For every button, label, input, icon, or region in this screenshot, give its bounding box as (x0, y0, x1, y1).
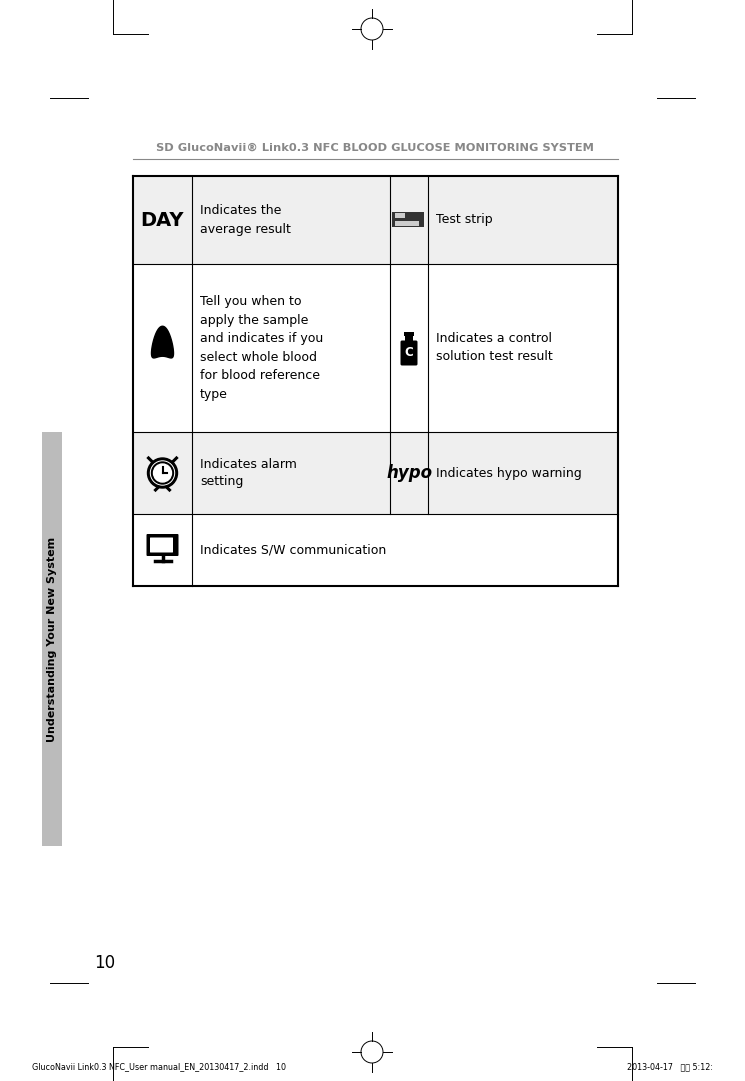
Circle shape (151, 462, 174, 484)
Text: hypo: hypo (386, 464, 432, 482)
Text: 10: 10 (95, 955, 115, 972)
Bar (392, 212, 424, 227)
Text: GlucoNavii Link0.3 NFC_User manual_EN_20130417_2.indd   10: GlucoNavii Link0.3 NFC_User manual_EN_20… (32, 1063, 286, 1071)
Bar (395, 221, 419, 226)
Circle shape (148, 458, 177, 488)
FancyBboxPatch shape (401, 341, 417, 365)
Bar (133, 432, 618, 513)
Polygon shape (151, 326, 174, 358)
Bar (42, 432, 62, 846)
Text: Tell you when to
apply the sample
and indicates if you
select whole blood
for bl: Tell you when to apply the sample and in… (200, 295, 323, 401)
Bar (405, 335, 413, 343)
Circle shape (150, 461, 174, 485)
Text: Indicates the
average result: Indicates the average result (200, 204, 291, 236)
Bar (404, 332, 414, 336)
Text: Indicates a control
solution test result: Indicates a control solution test result (436, 333, 553, 363)
Bar (133, 176, 618, 264)
Circle shape (153, 464, 171, 482)
Text: 2013-04-17   오후 5:12:: 2013-04-17 오후 5:12: (627, 1063, 713, 1071)
Bar (395, 213, 405, 218)
FancyBboxPatch shape (150, 537, 173, 552)
FancyBboxPatch shape (147, 534, 179, 556)
Text: Indicates S/W communication: Indicates S/W communication (200, 544, 386, 557)
Text: Test strip: Test strip (436, 214, 492, 227)
Text: DAY: DAY (141, 211, 184, 229)
Text: Understanding Your New System: Understanding Your New System (47, 536, 57, 742)
Text: SD GlucoNavii® Link0.3 NFC BLOOD GLUCOSE MONITORING SYSTEM: SD GlucoNavii® Link0.3 NFC BLOOD GLUCOSE… (156, 143, 594, 154)
Text: C: C (405, 346, 413, 359)
Text: Indicates hypo warning: Indicates hypo warning (436, 467, 582, 480)
Text: Indicates alarm
setting: Indicates alarm setting (200, 457, 297, 489)
